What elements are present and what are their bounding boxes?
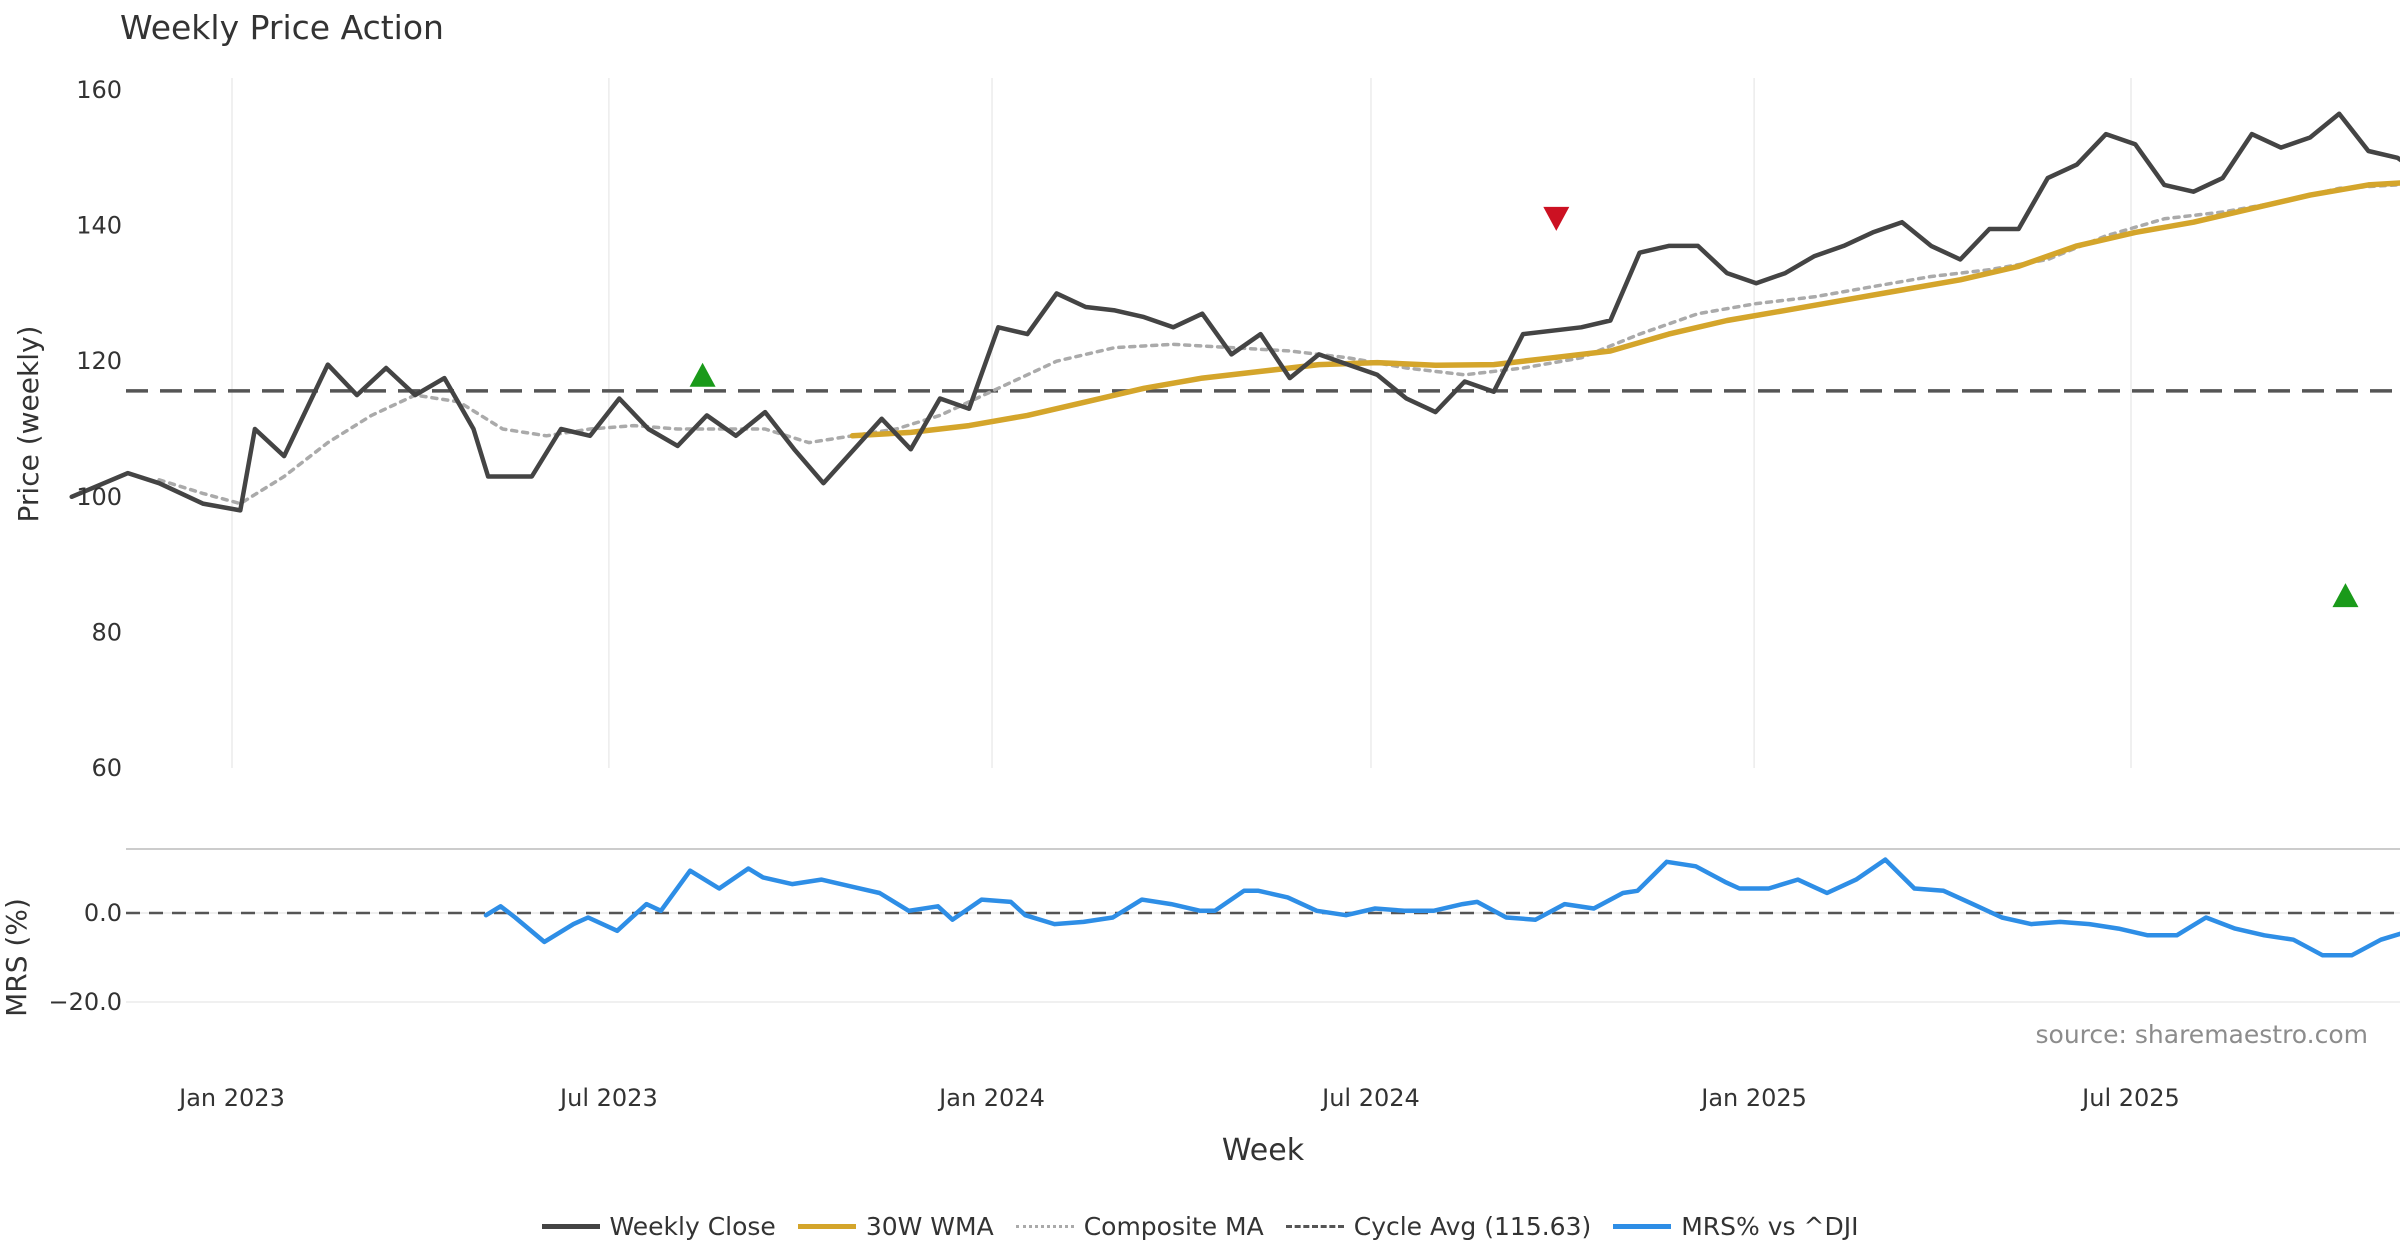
axis-layer: 60 80 100 120 140 160 0.0 −20.0 Jan 2023 Jul 2023… [0,76,2180,1168]
y-tick-label: 80 [91,618,122,646]
mrs-y-axis-label: MRS (%) [0,898,33,1017]
legend-swatch [1285,1225,1344,1228]
x-tick-label: Jul 2025 [2080,1084,2180,1112]
x-tick-label: Jan 2025 [1699,1084,1807,1112]
legend-swatch [1613,1224,1672,1229]
series-30w-wma [849,180,2400,439]
sell-signal-marker [1543,206,1570,231]
legend-label: 30W WMA [865,1212,994,1241]
legend-label: Cycle Avg (115.63) [1353,1212,1592,1241]
buy-signal-marker [2332,583,2359,608]
x-axis-label: Week [1222,1133,1305,1168]
series-composite-ma [157,183,2400,506]
legend-item: Weekly Close [541,1212,776,1241]
y-tick-label: 140 [76,212,122,240]
mrs-y-tick-label: 0.0 [84,899,122,927]
x-tick-label: Jul 2024 [1320,1084,1420,1112]
legend-item: Composite MA [1015,1212,1264,1241]
x-tick-label: Jul 2023 [558,1084,658,1112]
x-tick-label: Jan 2024 [937,1084,1045,1112]
series-layer [69,111,2400,958]
series-weekly-close [69,111,2400,513]
chart-title: Weekly Price Action [120,8,444,47]
legend-label: Weekly Close [609,1212,776,1241]
signal-layer [689,206,2359,608]
y-tick-label: 60 [91,754,122,782]
y-tick-label: 100 [76,483,122,511]
legend-label: Composite MA [1083,1212,1264,1241]
legend-item: Cycle Avg (115.63) [1285,1212,1592,1241]
legend: Weekly Close 30W WMA Composite MA Cycle Avg… [0,1212,2400,1241]
y-axis-label: Price (weekly) [12,326,45,523]
legend-item: 30W WMA [797,1212,994,1241]
source-label: source: sharemaestro.com [2035,1020,2369,1049]
y-tick-label: 120 [76,347,122,375]
buy-signal-marker [689,362,716,387]
y-tick-label: 160 [76,76,122,104]
legend-item: MRS% vs ^DJI [1613,1212,1858,1241]
reference-lines [126,389,2400,915]
legend-swatch [541,1224,600,1229]
legend-swatch [1015,1225,1074,1228]
grid-layer [126,78,2400,1003]
legend-label: MRS% vs ^DJI [1681,1212,1859,1241]
series-mrs-vs-dji [483,857,2400,958]
mrs-y-tick-label: −20.0 [48,988,122,1016]
x-tick-label: Jan 2023 [177,1084,285,1112]
legend-swatch [797,1224,856,1229]
